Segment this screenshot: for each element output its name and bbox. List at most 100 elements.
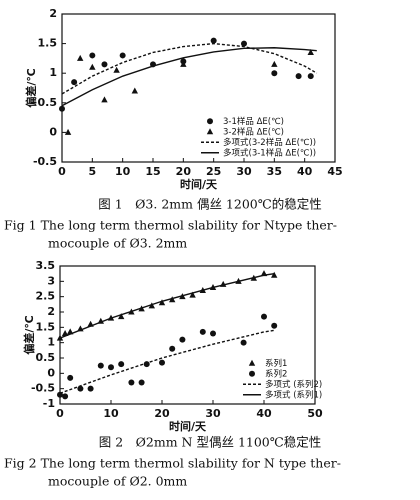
point xyxy=(77,54,84,61)
legend-label: 多项式 (系列2) xyxy=(265,379,322,390)
point xyxy=(77,385,84,392)
point xyxy=(108,364,114,371)
point xyxy=(261,313,267,320)
point xyxy=(59,105,65,112)
point xyxy=(131,87,138,94)
point xyxy=(271,70,278,77)
point xyxy=(271,271,278,278)
plot-frame xyxy=(61,13,336,163)
point xyxy=(89,52,96,59)
x-tick-label: 40 xyxy=(256,407,272,420)
y-tick-label: 3 xyxy=(47,274,55,287)
point xyxy=(87,385,94,392)
point xyxy=(158,299,166,306)
point xyxy=(180,60,187,67)
point xyxy=(143,361,150,368)
legend-label: 多项式 (系列1) xyxy=(265,389,322,400)
y-tick-label: 0 xyxy=(49,125,57,138)
legend-label: 3-1样品 ΔE(℃) xyxy=(223,116,284,127)
point xyxy=(62,393,69,400)
point xyxy=(67,374,74,381)
caption-line: mocouple of Ø2. 0mm xyxy=(48,474,187,489)
point xyxy=(169,296,176,303)
caption-line: Fig 2 The long term thermol slability fo… xyxy=(4,456,341,471)
x-tick-label: 45 xyxy=(327,165,342,178)
x-tick-label: 20 xyxy=(154,407,170,420)
point xyxy=(113,66,120,73)
point xyxy=(71,79,78,86)
y-tick-label: 2.5 xyxy=(36,290,56,303)
x-tick-label: 20 xyxy=(176,165,192,178)
x-tick-label: 30 xyxy=(236,165,252,178)
x-axis-label: 时间/天 xyxy=(180,177,218,191)
point xyxy=(307,48,314,55)
point xyxy=(101,61,108,68)
y-tick-label: 1 xyxy=(49,66,57,79)
y-tick-label: -0.5 xyxy=(31,382,55,395)
y-tick-label: 0.5 xyxy=(36,351,56,364)
point xyxy=(189,291,196,298)
y-tick-label: 2 xyxy=(49,7,57,20)
point xyxy=(210,37,217,44)
y-tick-label: 0 xyxy=(47,366,55,379)
point xyxy=(271,322,278,329)
legend-label: 多项式(3-1样品 ΔE(℃)) xyxy=(223,147,316,158)
y-tick-label: 0.5 xyxy=(38,96,58,109)
point xyxy=(240,339,247,346)
trend-line xyxy=(59,272,275,339)
point xyxy=(64,128,72,135)
point xyxy=(128,379,135,386)
y-axis-label: 偏差/℃ xyxy=(24,68,38,107)
point xyxy=(118,313,125,320)
point xyxy=(138,379,145,386)
y-tick-label: -1 xyxy=(43,397,55,410)
x-tick-label: 50 xyxy=(307,407,323,420)
point xyxy=(97,362,104,369)
x-tick-label: 25 xyxy=(206,165,221,178)
point xyxy=(169,345,176,352)
legend-label: 系列1 xyxy=(265,358,287,369)
point xyxy=(89,63,96,70)
point xyxy=(307,73,314,80)
point xyxy=(199,328,206,335)
y-tick-label: 1.5 xyxy=(38,37,58,50)
point xyxy=(295,73,302,80)
y-tick-label: -0.5 xyxy=(33,155,57,168)
point xyxy=(241,40,247,47)
point xyxy=(248,359,256,366)
x-tick-label: 10 xyxy=(103,407,119,420)
y-tick-label: 3.5 xyxy=(36,259,56,272)
legend-label: 多项式(3-2样品 ΔE(℃)) xyxy=(223,137,316,148)
x-tick-label: 15 xyxy=(145,165,160,178)
x-axis-label: 时间/天 xyxy=(169,419,207,433)
point xyxy=(61,329,69,336)
caption-line: 图 1 Ø3. 2mm 偶丝 1200℃的稳定性 xyxy=(98,197,321,212)
y-tick-label: 1.5 xyxy=(36,320,56,333)
x-tick-label: 35 xyxy=(267,165,282,178)
point xyxy=(118,361,125,368)
point xyxy=(179,336,186,343)
x-tick-label: 10 xyxy=(115,165,131,178)
caption-line: Fig 1 The long term thermol slability fo… xyxy=(4,218,337,233)
x-tick-label: 0 xyxy=(56,407,64,420)
point xyxy=(206,128,214,135)
x-tick-label: 30 xyxy=(205,407,221,420)
caption-line: 图 2 Ø2mm N 型偶丝 1100℃稳定性 xyxy=(99,435,322,450)
x-tick-label: 0 xyxy=(58,165,66,178)
trend-line xyxy=(61,47,317,107)
caption-line: mocouple of Ø3. 2mm xyxy=(48,236,187,251)
y-tick-label: 1 xyxy=(47,336,55,349)
point xyxy=(210,330,216,337)
y-axis-label: 偏差/℃ xyxy=(22,315,36,354)
point xyxy=(119,52,126,59)
point xyxy=(207,118,213,125)
legend-label: 系列2 xyxy=(265,368,287,379)
legend-label: 3-2样品 ΔE(℃) xyxy=(223,126,284,137)
x-tick-label: 5 xyxy=(89,165,97,178)
point xyxy=(101,96,108,103)
y-tick-label: 2 xyxy=(47,305,55,318)
x-tick-label: 40 xyxy=(297,165,313,178)
point xyxy=(249,370,255,377)
